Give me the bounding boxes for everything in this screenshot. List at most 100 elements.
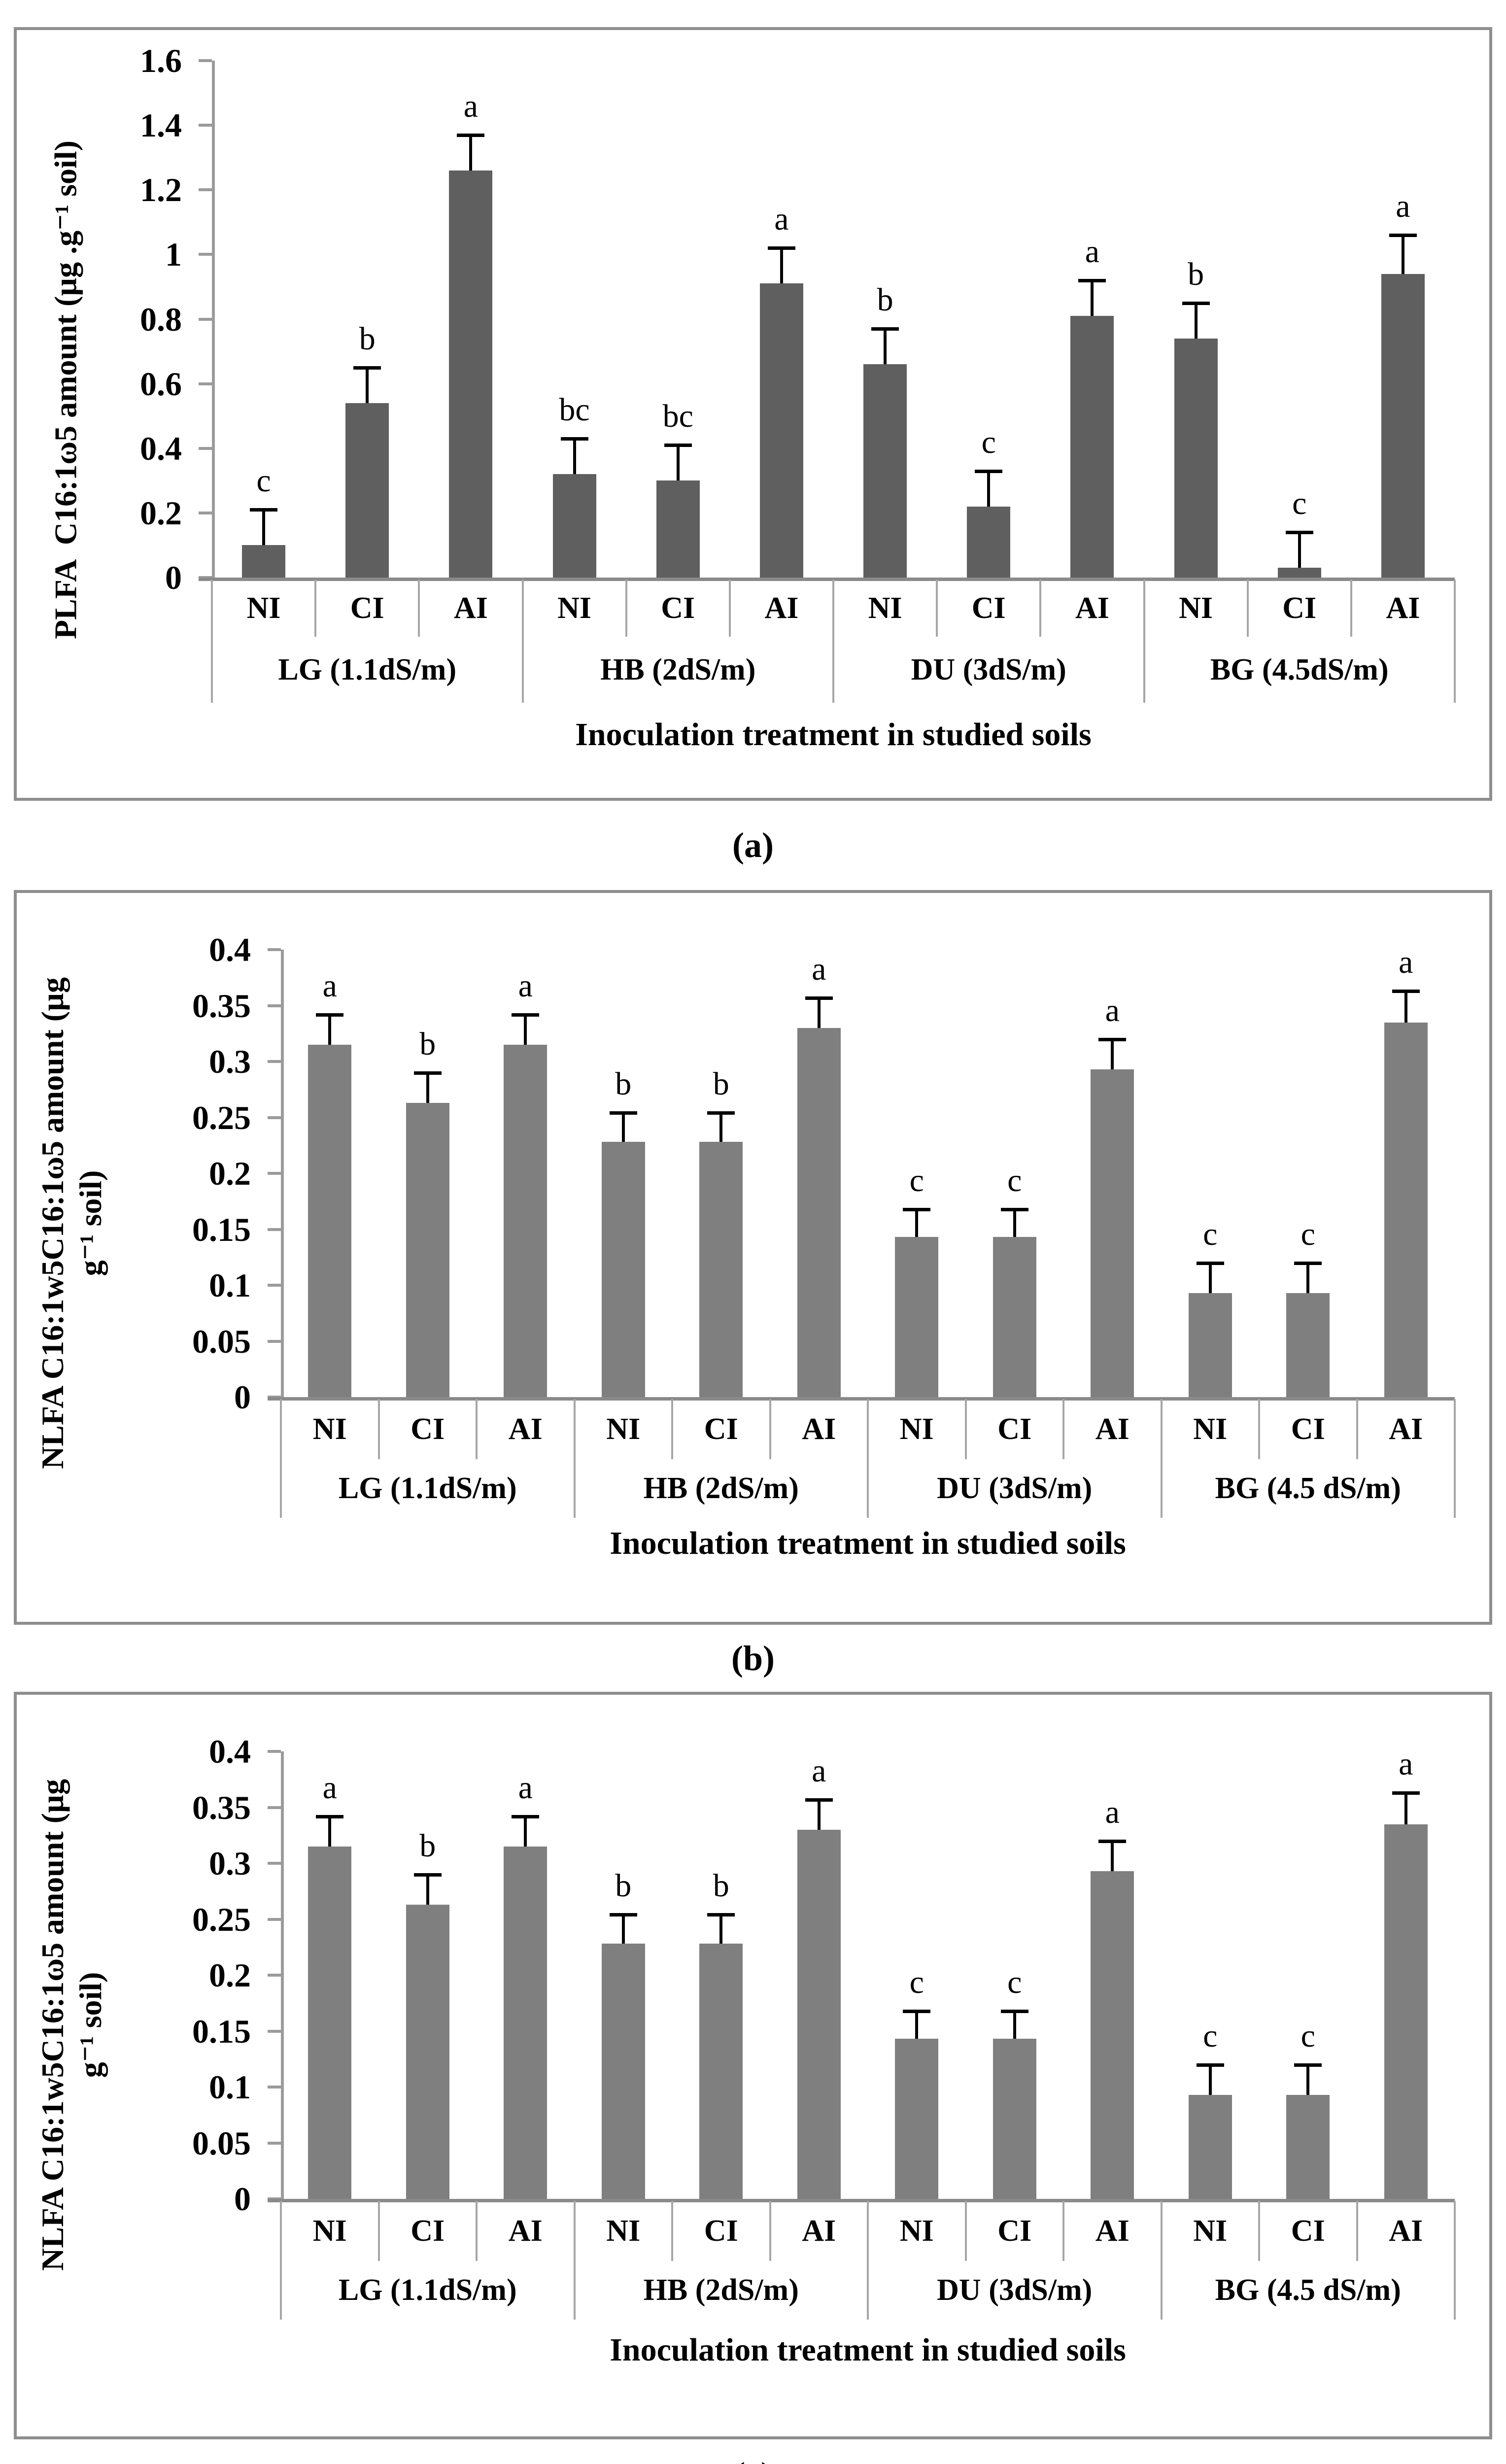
y-tick: [199, 446, 212, 450]
error-bar: [1298, 532, 1301, 568]
chart-panel-b: NLFA C16:1w5C16:1ω5 amount (µg g⁻¹ soil)…: [14, 890, 1492, 1625]
error-bar: [987, 471, 991, 507]
plot-area-a: 0 0.2 0.4 0.6 0.8 1 1.2 1.4 1.6 c b a bc bc a b c a b c a NI C…: [17, 30, 1489, 798]
error-bar: [1306, 2064, 1310, 2095]
treatment-label: NI: [312, 1412, 347, 1446]
error-bar-cap: [1196, 2063, 1224, 2067]
treatment-label: CI: [1291, 2214, 1325, 2248]
group-divider: [521, 580, 524, 703]
treatment-label: CI: [1282, 591, 1317, 625]
significance-letter: a: [774, 201, 789, 238]
significance-letter: a: [518, 1769, 533, 1806]
treatment-label: NI: [868, 591, 902, 625]
x-axis-line: [268, 2199, 1455, 2202]
bar-lg-ci: [406, 1102, 449, 1397]
category-divider: [671, 2201, 673, 2261]
group-divider: [1454, 2201, 1456, 2320]
category-divider: [1062, 2201, 1064, 2261]
bar-lg-ni: [242, 545, 286, 578]
error-bar: [469, 135, 473, 171]
group-divider: [1143, 580, 1145, 703]
treatment-label: NI: [1179, 591, 1213, 625]
y-tick-label: 0.35: [192, 987, 251, 1025]
treatment-label: AI: [802, 1412, 836, 1446]
bar-hb-ni: [601, 1142, 645, 1397]
error-bar: [1401, 235, 1404, 274]
bar-du-ai: [1070, 315, 1114, 578]
y-tick: [268, 1750, 281, 1753]
category-divider: [1246, 580, 1249, 637]
category-divider: [769, 2201, 771, 2261]
y-tick: [199, 124, 212, 127]
y-tick: [268, 2029, 281, 2033]
significance-letter: bc: [662, 398, 693, 435]
treatment-label: NI: [1193, 1412, 1228, 1446]
error-bar-cap: [512, 1814, 540, 1818]
y-tick-label: 0.6: [140, 365, 182, 403]
y-tick-label: 0: [234, 1378, 251, 1416]
category-divider: [964, 2201, 967, 2261]
significance-letter: a: [1105, 992, 1120, 1028]
error-bar: [1013, 1209, 1016, 1237]
figure-section-a: PLFA C16:1ω5 amount (µg .g⁻¹ soil) 0 0.2 0…: [0, 27, 1506, 890]
error-bar-cap: [413, 1071, 442, 1075]
bar-bg-ci: [1286, 2094, 1330, 2199]
error-bar-cap: [871, 327, 899, 331]
bar-du-ci: [993, 2039, 1036, 2199]
error-bar-cap: [1098, 1839, 1127, 1843]
y-tick-label: 0.35: [192, 1788, 251, 1826]
error-bar: [1111, 1841, 1114, 1871]
error-bar-cap: [903, 1207, 931, 1211]
treatment-label: NI: [606, 2214, 641, 2248]
treatment-label: CI: [411, 1412, 445, 1446]
error-bar-cap: [1392, 1791, 1420, 1795]
significance-letter: b: [713, 1066, 729, 1102]
bar-bg-ci: [1286, 1293, 1330, 1397]
significance-letter: a: [1399, 1745, 1413, 1782]
y-tick-label: 0.2: [209, 1956, 251, 1994]
error-bar: [1306, 1263, 1310, 1293]
category-divider: [476, 2201, 478, 2261]
y-axis-line: [212, 61, 215, 578]
error-bar-cap: [560, 437, 588, 441]
group-divider: [867, 2201, 869, 2320]
plot-area-b: 0 0.05 0.1 0.15 0.2 0.25 0.3 0.35 0.4 a b a b b a c c a c c…: [17, 893, 1489, 1622]
bar-lg-ci: [345, 403, 389, 578]
error-bar: [621, 1113, 625, 1142]
significance-letter: c: [1292, 485, 1307, 522]
error-bar: [719, 1915, 723, 1944]
error-bar-cap: [413, 1873, 442, 1877]
significance-letter: c: [1007, 1162, 1022, 1198]
error-bar-cap: [1196, 1261, 1224, 1265]
treatment-label: CI: [661, 591, 695, 625]
treatment-label: AI: [1386, 591, 1420, 625]
y-tick-label: 0.25: [192, 1098, 251, 1136]
x-axis-title-c: Inoculation treatment in studied soils: [610, 2332, 1126, 2368]
category-divider: [769, 1399, 771, 1459]
soil-group-label: HB (2dS/m): [643, 2273, 799, 2307]
chart-panel-c: NLFA C16:1w5C16:1ω5 amount (µg g⁻¹ soil)…: [14, 1692, 1492, 2439]
y-tick: [268, 1806, 281, 1809]
y-tick-label: 0.1: [209, 1266, 251, 1304]
error-bar-cap: [316, 1013, 344, 1017]
category-divider: [936, 580, 938, 637]
significance-letter: a: [812, 951, 826, 987]
error-bar: [621, 1915, 625, 1944]
y-tick-label: 0.05: [192, 1322, 251, 1360]
significance-letter: c: [909, 1162, 924, 1198]
y-tick: [199, 511, 212, 514]
treatment-label: AI: [1095, 2214, 1130, 2248]
x-axis-line: [268, 1397, 1455, 1401]
significance-letter: b: [419, 1827, 436, 1864]
error-bar: [426, 1072, 429, 1103]
treatment-label: NI: [312, 2214, 347, 2248]
y-tick-label: 0.15: [192, 1210, 251, 1248]
bar-lg-ni: [308, 1044, 352, 1397]
y-tick: [268, 1339, 281, 1343]
bar-lg-ai: [504, 1044, 548, 1397]
error-bar: [817, 997, 821, 1028]
treatment-label: CI: [1291, 1412, 1325, 1446]
y-tick: [199, 59, 212, 62]
y-tick-label: 0.15: [192, 2012, 251, 2050]
bar-du-ni: [895, 2039, 939, 2199]
